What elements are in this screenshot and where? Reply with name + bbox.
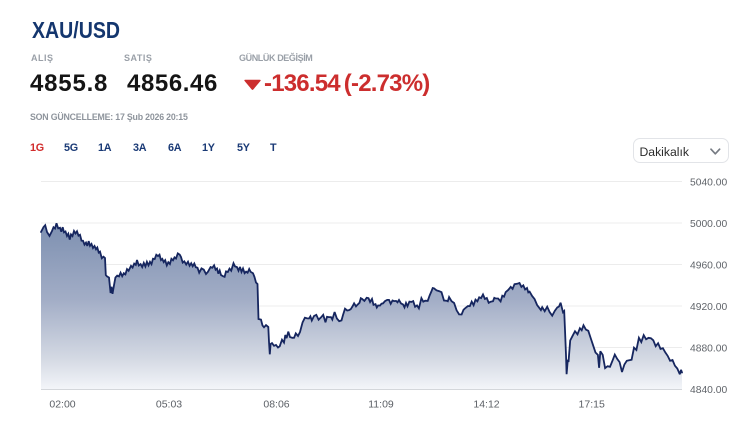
svg-text:4840.00: 4840.00: [690, 385, 727, 396]
svg-text:4960.00: 4960.00: [690, 261, 727, 272]
svg-text:14:12: 14:12: [473, 399, 499, 411]
svg-text:02:00: 02:00: [49, 399, 75, 411]
svg-text:4920.00: 4920.00: [690, 302, 727, 313]
svg-text:4880.00: 4880.00: [690, 344, 727, 355]
svg-text:17:15: 17:15: [579, 399, 605, 411]
svg-text:5040.00: 5040.00: [690, 178, 727, 189]
svg-text:05:03: 05:03: [156, 399, 182, 411]
svg-text:5000.00: 5000.00: [690, 219, 727, 230]
svg-text:11:09: 11:09: [368, 399, 394, 411]
svg-text:08:06: 08:06: [263, 399, 289, 411]
